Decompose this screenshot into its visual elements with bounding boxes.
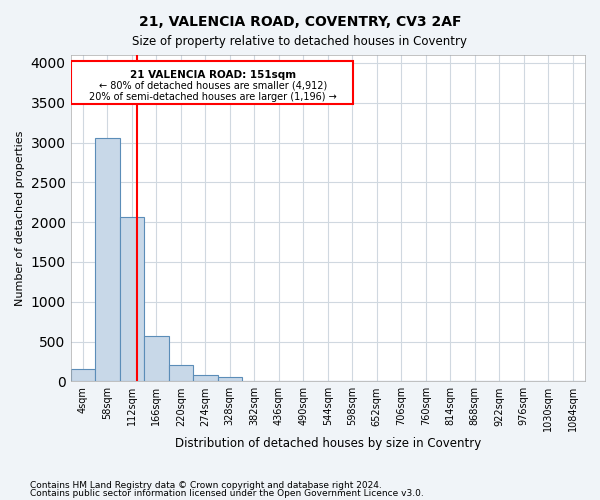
Text: ← 80% of detached houses are smaller (4,912): ← 80% of detached houses are smaller (4,… bbox=[99, 80, 328, 90]
FancyBboxPatch shape bbox=[71, 62, 353, 104]
Y-axis label: Number of detached properties: Number of detached properties bbox=[15, 130, 25, 306]
Text: Contains public sector information licensed under the Open Government Licence v3: Contains public sector information licen… bbox=[30, 488, 424, 498]
Text: 21 VALENCIA ROAD: 151sqm: 21 VALENCIA ROAD: 151sqm bbox=[130, 70, 296, 80]
Text: Size of property relative to detached houses in Coventry: Size of property relative to detached ho… bbox=[133, 35, 467, 48]
Bar bbox=[193, 375, 218, 382]
Text: Contains HM Land Registry data © Crown copyright and database right 2024.: Contains HM Land Registry data © Crown c… bbox=[30, 481, 382, 490]
Text: 21, VALENCIA ROAD, COVENTRY, CV3 2AF: 21, VALENCIA ROAD, COVENTRY, CV3 2AF bbox=[139, 15, 461, 29]
Bar bbox=[218, 377, 242, 382]
Bar bbox=[119, 218, 144, 382]
Text: 20% of semi-detached houses are larger (1,196) →: 20% of semi-detached houses are larger (… bbox=[89, 92, 337, 102]
Bar bbox=[144, 336, 169, 382]
X-axis label: Distribution of detached houses by size in Coventry: Distribution of detached houses by size … bbox=[175, 437, 481, 450]
Bar bbox=[71, 370, 95, 382]
Bar bbox=[95, 138, 119, 382]
Bar bbox=[169, 364, 193, 382]
